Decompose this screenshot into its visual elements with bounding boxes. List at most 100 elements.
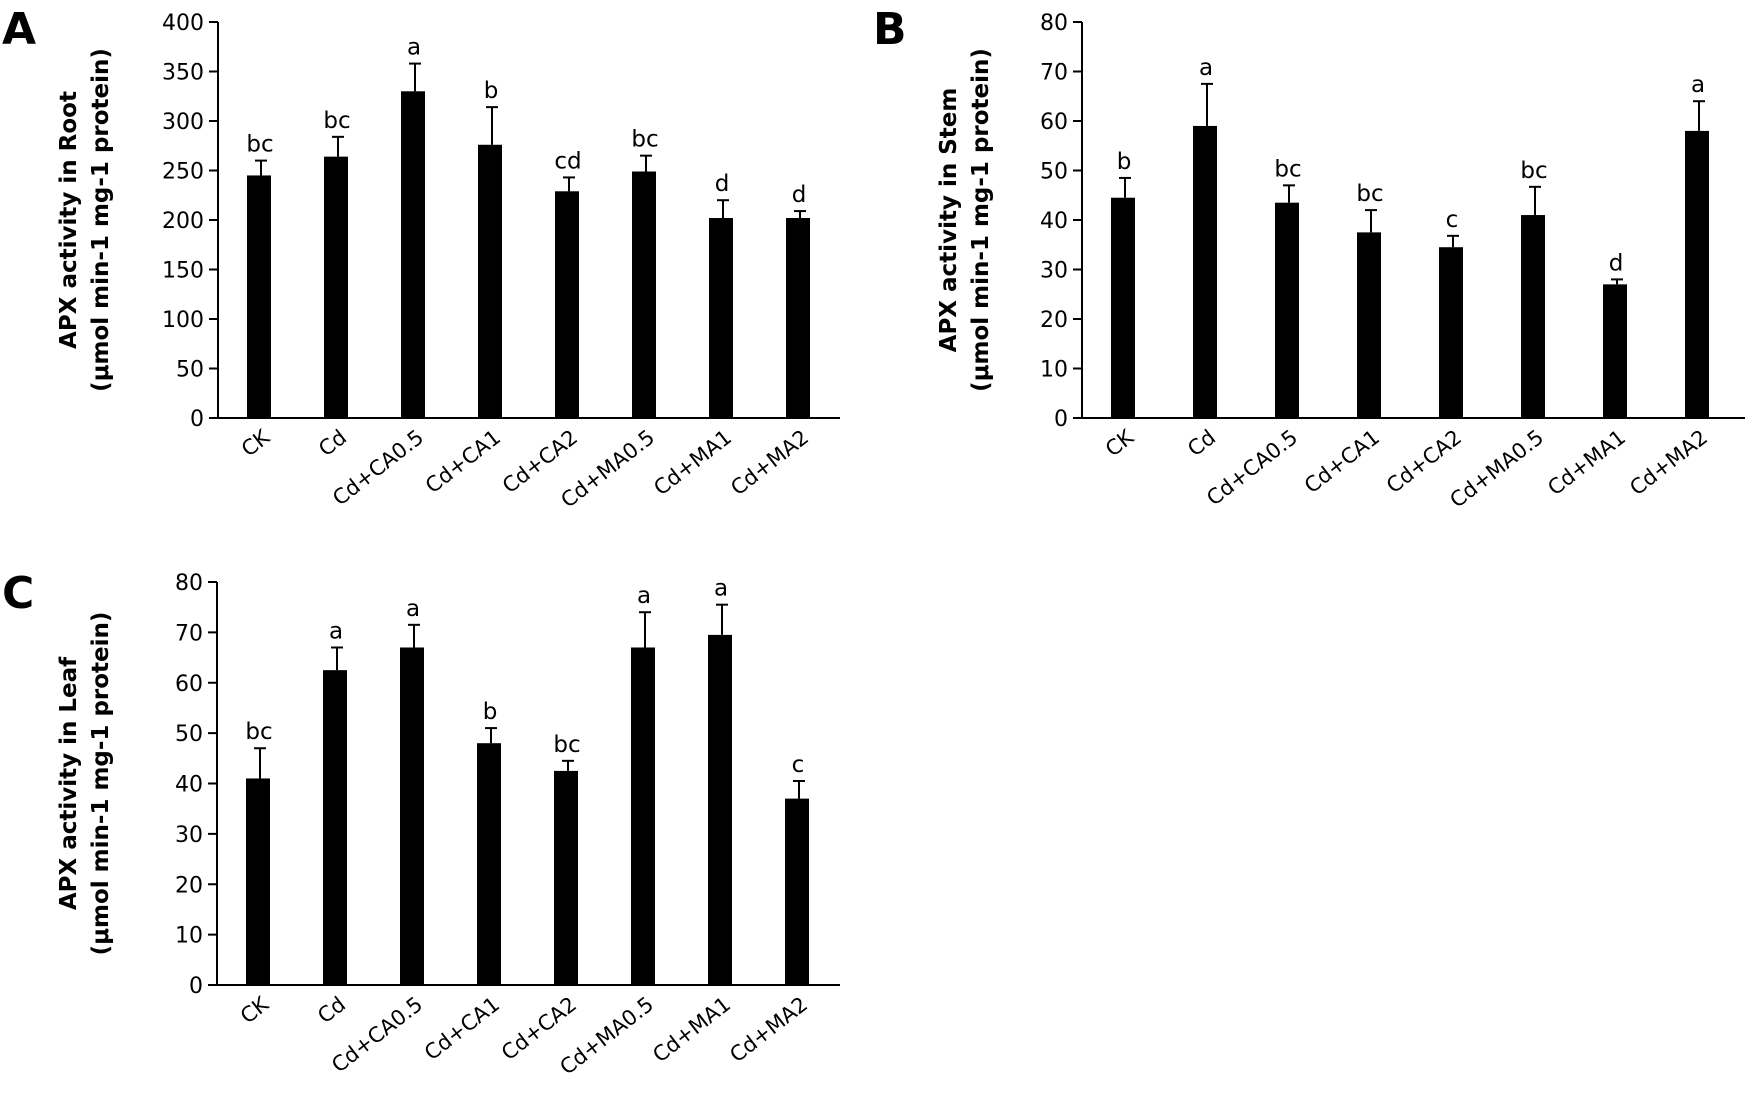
chart-panel-b: B APX activity in Stem (μmol min-1 mg-1 pr… bbox=[873, 4, 1745, 513]
y-tick-label: 80 bbox=[175, 571, 203, 596]
panel-label: A bbox=[2, 4, 36, 55]
significance-letter: bc bbox=[246, 132, 273, 158]
y-tick-label: 150 bbox=[162, 259, 204, 284]
x-tick-label: CK bbox=[236, 991, 274, 1028]
significance-letter: a bbox=[637, 583, 651, 609]
bar bbox=[709, 218, 733, 418]
bar bbox=[1603, 284, 1627, 418]
bar bbox=[554, 770, 578, 985]
y-tick-label: 50 bbox=[1040, 160, 1068, 185]
x-tick-label: Cd bbox=[313, 992, 350, 1028]
bar bbox=[555, 191, 579, 418]
y-tick-label: 400 bbox=[162, 11, 204, 36]
bar bbox=[323, 670, 347, 985]
significance-letter: b bbox=[1117, 149, 1132, 175]
significance-letter: bc bbox=[245, 719, 272, 745]
y-axis-label: APX activity in Stem bbox=[936, 88, 962, 353]
y-axis-label: APX activity in Leaf bbox=[56, 656, 82, 910]
y-tick-label: 40 bbox=[175, 773, 203, 798]
bar bbox=[631, 647, 655, 985]
y-tick-label: 50 bbox=[176, 358, 204, 383]
y-tick-label: 100 bbox=[162, 308, 204, 333]
panel-label: C bbox=[2, 568, 34, 619]
bar bbox=[632, 171, 656, 418]
x-tick-label: Cd+CA1 bbox=[421, 425, 505, 498]
significance-letter: b bbox=[483, 699, 498, 725]
bar bbox=[1357, 232, 1381, 418]
significance-letter: c bbox=[792, 752, 805, 778]
significance-letter: bc bbox=[1520, 158, 1547, 184]
y-axis-label: APX activity in Root bbox=[56, 91, 82, 349]
significance-letter: bc bbox=[553, 732, 580, 758]
y-tick-label: 20 bbox=[175, 873, 203, 898]
x-tick-label: Cd bbox=[314, 425, 351, 461]
bar bbox=[246, 778, 270, 985]
x-tick-label: Cd+MA2 bbox=[726, 425, 813, 500]
bar bbox=[247, 175, 271, 418]
y-axis-label-units: (μmol min-1 mg-1 protein) bbox=[968, 48, 994, 392]
bar bbox=[477, 743, 501, 985]
significance-letter: d bbox=[715, 171, 730, 197]
y-tick-label: 60 bbox=[1040, 110, 1068, 135]
y-tick-label: 70 bbox=[175, 621, 203, 646]
bar bbox=[785, 798, 809, 985]
y-tick-label: 30 bbox=[1040, 259, 1068, 284]
bar bbox=[1275, 202, 1299, 418]
significance-letter: bc bbox=[1274, 156, 1301, 182]
significance-letter: bc bbox=[631, 127, 658, 153]
x-tick-label: CK bbox=[237, 424, 275, 461]
significance-letter: a bbox=[406, 596, 420, 622]
significance-letter: bc bbox=[1356, 181, 1383, 207]
y-tick-label: 10 bbox=[1040, 358, 1068, 383]
y-axis-label-units: (μmol min-1 mg-1 protein) bbox=[88, 612, 114, 956]
chart-panel-c: C APX activity in Leaf (μmol min-1 mg-1 pr… bbox=[2, 568, 840, 1080]
x-tick-label: Cd+MA2 bbox=[1625, 425, 1712, 500]
x-tick-label: Cd+CA0.5 bbox=[1202, 425, 1302, 510]
x-tick-label: Cd+MA2 bbox=[725, 992, 812, 1067]
x-tick-label: Cd+CA1 bbox=[420, 992, 504, 1065]
significance-letter: c bbox=[1446, 207, 1459, 233]
y-tick-label: 20 bbox=[1040, 308, 1068, 333]
bar bbox=[708, 634, 732, 985]
bar bbox=[1439, 247, 1463, 418]
y-tick-label: 50 bbox=[175, 722, 203, 747]
bar bbox=[1521, 215, 1545, 418]
bar bbox=[400, 647, 424, 985]
y-tick-label: 0 bbox=[189, 974, 203, 999]
significance-letter: bc bbox=[323, 108, 350, 134]
y-tick-label: 350 bbox=[162, 61, 204, 86]
bar bbox=[401, 91, 425, 419]
significance-letter: cd bbox=[554, 148, 581, 174]
significance-letter: a bbox=[407, 35, 421, 61]
y-tick-label: 30 bbox=[175, 823, 203, 848]
y-tick-label: 250 bbox=[162, 160, 204, 185]
x-tick-label: CK bbox=[1101, 424, 1139, 461]
y-tick-label: 40 bbox=[1040, 209, 1068, 234]
y-tick-label: 10 bbox=[175, 924, 203, 949]
y-tick-label: 300 bbox=[162, 110, 204, 135]
significance-letter: d bbox=[1609, 250, 1624, 276]
bar bbox=[324, 156, 348, 418]
significance-letter: b bbox=[484, 78, 499, 104]
y-tick-label: 200 bbox=[162, 209, 204, 234]
y-axis-label-units: (μmol min-1 mg-1 protein) bbox=[88, 48, 114, 392]
panel-label: B bbox=[873, 4, 907, 55]
bar bbox=[786, 218, 810, 418]
chart-panel-a: A APX activity in Root (μmol min-1 mg-1 pr… bbox=[2, 4, 840, 513]
bar bbox=[478, 144, 502, 418]
significance-letter: a bbox=[714, 576, 728, 602]
bar bbox=[1111, 197, 1135, 418]
significance-letter: a bbox=[1199, 55, 1213, 81]
significance-letter: a bbox=[1691, 72, 1705, 98]
y-tick-label: 0 bbox=[1054, 407, 1068, 432]
y-tick-label: 80 bbox=[1040, 11, 1068, 36]
y-tick-label: 60 bbox=[175, 672, 203, 697]
bar bbox=[1193, 125, 1217, 418]
significance-letter: d bbox=[792, 182, 807, 208]
bar bbox=[1685, 130, 1709, 418]
x-tick-label: Cd+MA1 bbox=[649, 425, 736, 500]
y-tick-label: 70 bbox=[1040, 61, 1068, 86]
significance-letter: a bbox=[329, 618, 343, 644]
y-tick-label: 0 bbox=[190, 407, 204, 432]
